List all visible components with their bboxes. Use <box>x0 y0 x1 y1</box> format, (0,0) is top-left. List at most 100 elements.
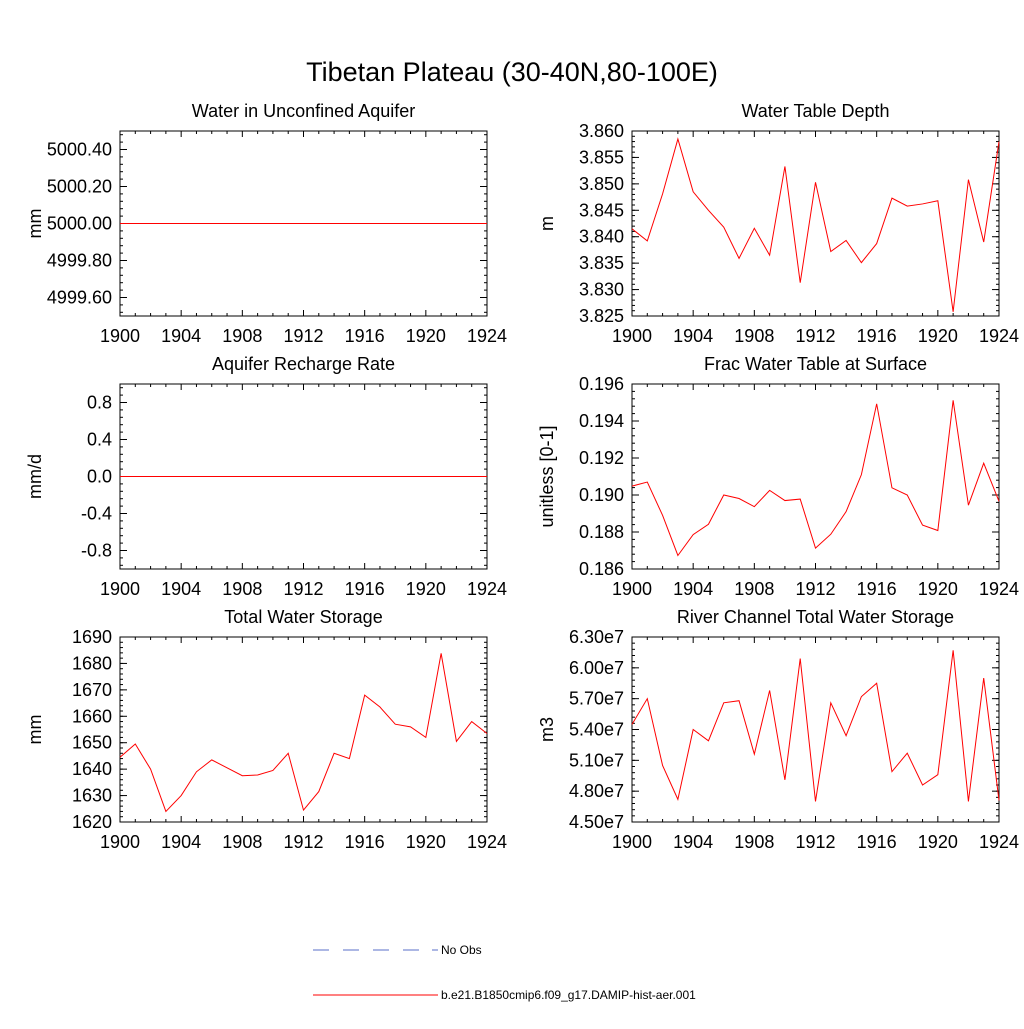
y-tick-label: 5000.00 <box>47 214 112 234</box>
x-tick-label: 1924 <box>467 579 507 599</box>
y-tick-label: 4.50e7 <box>569 812 624 832</box>
x-tick-label: 1916 <box>857 326 897 346</box>
y-tick-label: 3.830 <box>579 280 624 300</box>
y-tick-label: 1690 <box>72 627 112 647</box>
x-tick-label: 1900 <box>100 579 140 599</box>
x-tick-label: 1912 <box>795 579 835 599</box>
y-tick-label: 3.840 <box>579 227 624 247</box>
x-tick-label: 1900 <box>612 832 652 852</box>
x-tick-label: 1912 <box>283 326 323 346</box>
series-line-1 <box>632 139 999 312</box>
panel-title: Water in Unconfined Aquifer <box>192 101 415 121</box>
x-tick-label: 1900 <box>100 326 140 346</box>
panel-title: Water Table Depth <box>741 101 889 121</box>
x-tick-label: 1916 <box>345 579 385 599</box>
x-tick-label: 1924 <box>979 326 1019 346</box>
legend-label-obs: No Obs <box>441 943 482 957</box>
y-tick-label: 5.10e7 <box>569 750 624 770</box>
y-tick-label: 0.188 <box>579 522 624 542</box>
y-tick-label: 3.860 <box>579 121 624 141</box>
figure-title: Tibetan Plateau (30-40N,80-100E) <box>306 57 718 87</box>
x-tick-label: 1916 <box>345 326 385 346</box>
x-tick-label: 1908 <box>222 579 262 599</box>
y-tick-label: 4999.60 <box>47 288 112 308</box>
x-tick-label: 1904 <box>161 326 201 346</box>
y-tick-label: 6.00e7 <box>569 658 624 678</box>
x-tick-label: 1920 <box>918 326 958 346</box>
y-tick-label: 5000.40 <box>47 140 112 160</box>
series-line-1 <box>120 653 487 811</box>
y-tick-label: 5.40e7 <box>569 720 624 740</box>
y-tick-label: 3.850 <box>579 174 624 194</box>
y-tick-label: 0.190 <box>579 485 624 505</box>
x-tick-label: 1912 <box>283 832 323 852</box>
y-tick-label: 1660 <box>72 706 112 726</box>
x-tick-label: 1900 <box>612 579 652 599</box>
y-tick-label: 3.825 <box>579 306 624 326</box>
y-tick-label: 3.835 <box>579 253 624 273</box>
x-tick-label: 1900 <box>612 326 652 346</box>
y-tick-label: 4999.80 <box>47 251 112 271</box>
y-tick-label: 5000.20 <box>47 177 112 197</box>
chart-panel-3: Aquifer Recharge Rate mm/d 1900 1904 1908 191… <box>25 354 507 599</box>
y-tick-label: 0.192 <box>579 448 624 468</box>
x-tick-label: 1920 <box>918 832 958 852</box>
x-tick-label: 1924 <box>467 326 507 346</box>
plot-frame <box>632 637 999 822</box>
chart-panel-1: Water in Unconfined Aquifer mm 1900 1904 190… <box>25 101 507 346</box>
y-axis-label: m <box>537 216 557 231</box>
x-tick-label: 1904 <box>161 832 201 852</box>
y-tick-label: 0.196 <box>579 374 624 394</box>
x-tick-label: 1904 <box>673 579 713 599</box>
series-line-1 <box>632 650 999 801</box>
x-tick-label: 1920 <box>406 326 446 346</box>
y-tick-label: 3.855 <box>579 147 624 167</box>
plot-frame <box>632 131 999 316</box>
panel-title: Total Water Storage <box>224 607 382 627</box>
legend-label-model: b.e21.B1850cmip6.f09_g17.DAMIP-hist-aer.… <box>441 988 696 1002</box>
x-tick-label: 1900 <box>100 832 140 852</box>
y-axis-label: mm <box>25 209 45 239</box>
y-tick-label: 6.30e7 <box>569 627 624 647</box>
x-tick-label: 1904 <box>673 326 713 346</box>
x-tick-label: 1916 <box>857 579 897 599</box>
y-tick-label: 0.8 <box>87 393 112 413</box>
x-tick-label: 1912 <box>795 832 835 852</box>
chart-panel-2: Water Table Depth m 1900 1904 1908 1912 1916 19… <box>537 101 1019 346</box>
chart-panel-4: Frac Water Table at Surface unitless [0-1… <box>537 354 1019 599</box>
panel-title: Frac Water Table at Surface <box>704 354 927 374</box>
x-tick-label: 1908 <box>734 832 774 852</box>
y-tick-label: 0.186 <box>579 559 624 579</box>
y-tick-label: 5.70e7 <box>569 689 624 709</box>
panel-title: River Channel Total Water Storage <box>677 607 954 627</box>
legend: No Obs b.e21.B1850cmip6.f09_g17.DAMIP-his… <box>313 943 696 1002</box>
x-tick-label: 1908 <box>734 326 774 346</box>
x-tick-label: 1912 <box>795 326 835 346</box>
x-tick-label: 1908 <box>734 579 774 599</box>
x-tick-label: 1912 <box>283 579 323 599</box>
y-tick-label: 1620 <box>72 812 112 832</box>
y-axis-label: m3 <box>537 717 557 742</box>
x-tick-label: 1924 <box>979 579 1019 599</box>
y-tick-label: 1670 <box>72 680 112 700</box>
x-tick-label: 1924 <box>467 832 507 852</box>
y-tick-label: 3.845 <box>579 200 624 220</box>
x-tick-label: 1916 <box>857 832 897 852</box>
plot-frame <box>120 637 487 822</box>
x-tick-label: 1904 <box>673 832 713 852</box>
x-tick-label: 1908 <box>222 326 262 346</box>
panel-title: Aquifer Recharge Rate <box>212 354 395 374</box>
y-axis-label: mm/d <box>25 454 45 499</box>
x-tick-label: 1920 <box>406 832 446 852</box>
panels: Water in Unconfined Aquifer mm 1900 1904 190… <box>25 101 1019 852</box>
x-tick-label: 1916 <box>345 832 385 852</box>
chart-panel-6: River Channel Total Water Storage m3 1900 1… <box>537 607 1019 852</box>
y-tick-label: -0.4 <box>81 504 112 524</box>
x-tick-label: 1920 <box>406 579 446 599</box>
x-tick-label: 1904 <box>161 579 201 599</box>
y-tick-label: 1650 <box>72 733 112 753</box>
y-axis-label: unitless [0-1] <box>537 425 557 527</box>
